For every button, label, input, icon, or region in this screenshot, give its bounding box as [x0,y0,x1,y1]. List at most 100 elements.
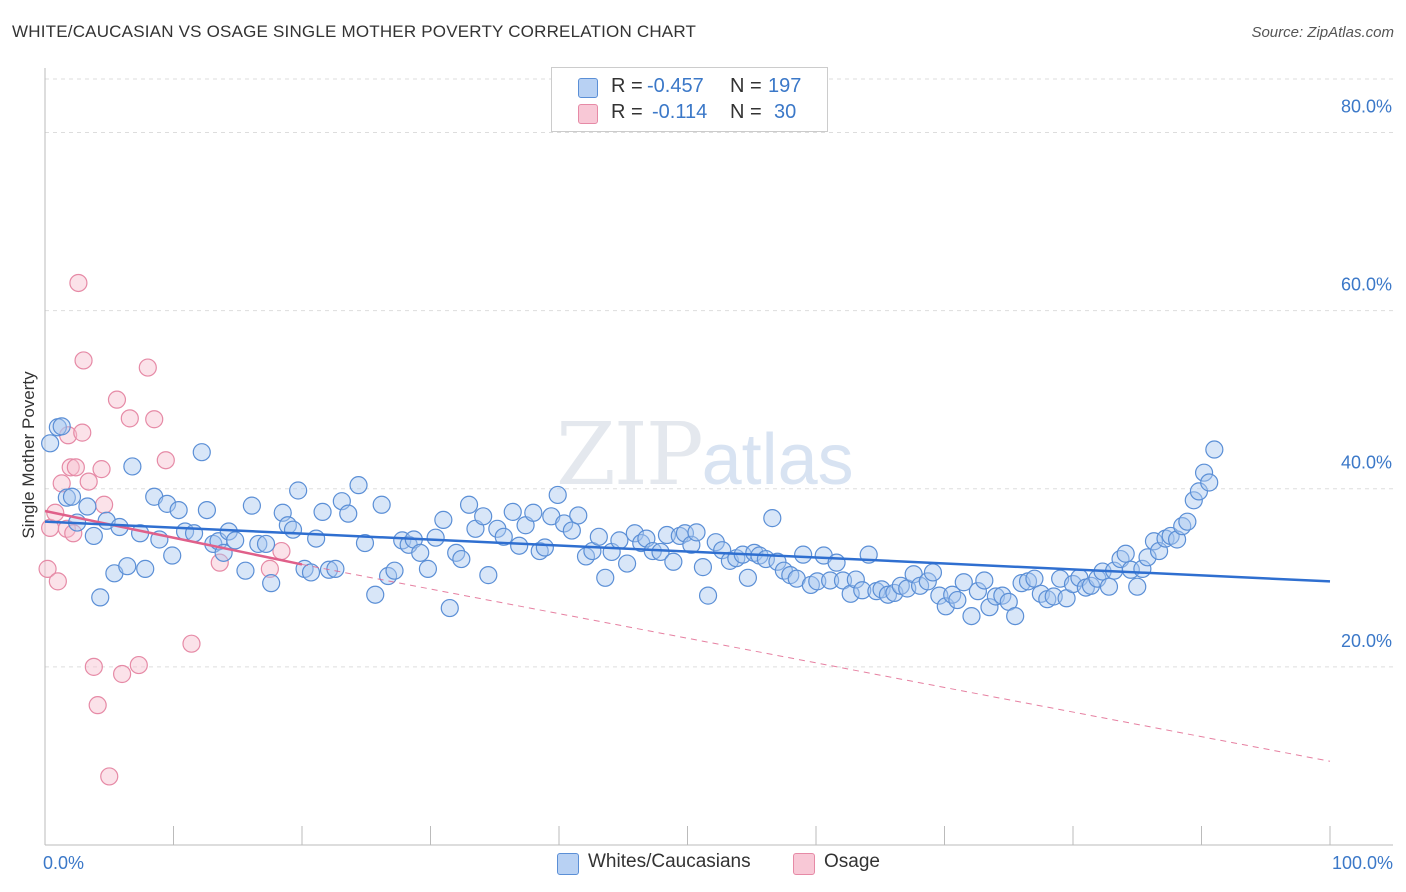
whites-point [1081,576,1101,595]
osage-trend-extension [301,563,1331,762]
whites-point [503,502,522,521]
whites-point [1144,532,1164,551]
osage-point [88,696,107,715]
whites-point [84,526,103,546]
n-label: N = [730,75,762,97]
osage-point [61,458,80,477]
whites-point [524,503,543,522]
whites-point [968,582,988,601]
whites-point [745,543,764,562]
whites-point [326,559,345,578]
r-value: -0.114 [652,101,708,123]
whites-point [192,443,211,462]
whites-point [479,566,498,585]
whites-points [41,417,1224,626]
r-value: -0.457 [647,75,704,97]
whites-point [426,528,445,547]
whites-point [226,531,245,550]
whites-point [262,574,281,593]
whites-point [283,520,303,539]
osage-point [182,634,201,653]
whites-point [349,476,368,495]
whites-point [841,584,860,603]
whites-point [372,495,391,514]
y-tick-label: 40.0% [1341,453,1392,473]
whites-point [589,527,608,546]
whites-point [355,533,375,553]
whites-point [78,497,97,516]
osage-point [48,572,67,591]
whites-point [596,568,615,587]
whites-point [1138,548,1157,567]
whites-point [833,571,853,590]
whites-point [980,598,999,617]
r-label: R = [611,75,643,97]
whites-point [62,487,82,506]
whites-point [610,531,629,550]
osage-point [129,655,148,675]
osage-point [100,767,119,786]
whites-point [459,495,479,514]
blue-swatch-icon [557,853,579,875]
pink-swatch-icon [578,104,598,124]
whites-point [943,585,962,604]
whites-point [794,545,813,564]
whites-point [1205,440,1224,459]
whites-point [562,521,581,540]
whites-point [846,570,865,589]
osage-point [79,472,98,491]
osage-point [84,657,103,676]
whites-point [535,538,554,557]
whites-point [687,523,706,542]
whites-point [52,417,71,436]
source-label: Source: ZipAtlas.com [1251,24,1394,41]
y-axis-label: Single Mother Poverty [19,371,38,539]
whites-point [474,507,493,526]
whites-point [385,561,404,580]
whites-point [548,485,567,505]
axis-labels: 20.0% 40.0% 60.0% 80.0% 0.0% 100.0% Single Mot… [19,96,1393,873]
y-tick-label: 60.0% [1341,275,1392,295]
whites-point [768,552,787,571]
whites-point [954,573,973,592]
osage-point [138,358,157,377]
osage-point [145,410,164,429]
whites-point [664,552,683,571]
whites-trend-line [44,520,1331,583]
whites-point [1184,491,1203,510]
osage-point [64,524,83,543]
blue-swatch-icon [578,78,598,98]
whites-point [948,590,967,610]
whites-point [1025,569,1044,588]
osage-point [156,451,175,470]
r-label: R = [611,101,643,123]
whites-point [962,606,981,626]
whites-point [657,525,677,545]
axes [44,68,1393,846]
whites-point [452,549,471,569]
whites-point [1167,530,1187,549]
osage-point [260,559,279,578]
whites-point [163,546,182,565]
osage-point [112,664,132,684]
whites-point [821,571,840,590]
legend-label-whites: Whites/Caucasians [588,851,751,872]
whites-point [1194,463,1214,482]
n-label: N = [730,101,762,123]
osage-trend-line [44,509,303,566]
whites-point [136,559,155,578]
whites-point [763,509,782,528]
whites-point [555,514,574,533]
trend-lines [44,509,1331,762]
x-tick-label: 0.0% [43,853,84,873]
whites-point [242,496,261,515]
whites-point [494,527,513,546]
osage-point [92,460,111,479]
whites-point [57,488,76,507]
pink-swatch-icon [793,853,815,875]
whites-point [440,598,459,618]
whites-point [625,524,644,543]
whites-point [738,568,757,587]
whites-point [693,558,713,577]
whites-point [41,434,60,453]
